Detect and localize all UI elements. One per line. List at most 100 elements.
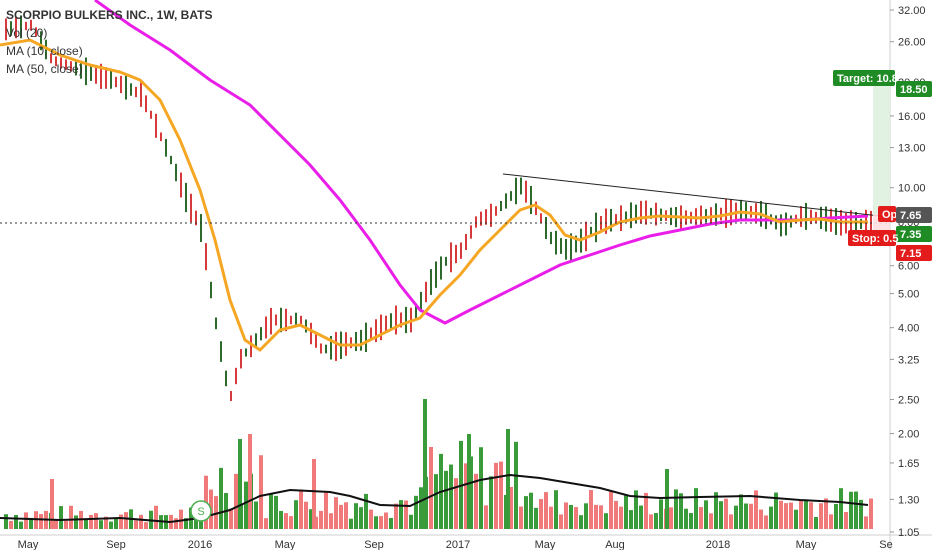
volume-bar-up: [839, 488, 843, 529]
volume-bar-down: [544, 492, 548, 529]
volume-bar-down: [474, 473, 478, 529]
volume-bar-up: [554, 490, 558, 529]
volume-bar-up: [349, 518, 353, 529]
volume-bar-down: [819, 503, 823, 529]
volume-bar-down: [779, 500, 783, 529]
volume-bar-down: [154, 505, 158, 529]
price-tick-label: 2.00: [898, 429, 919, 441]
current-price-tag-bg: [896, 226, 932, 242]
volume-bar-up: [849, 491, 853, 529]
current-price-tag: 7.35: [896, 226, 932, 242]
stop-price-tag-text: 7.15: [900, 248, 921, 260]
volume-bar-down: [559, 514, 563, 529]
time-tick-label: May: [18, 539, 39, 550]
stop-label-bg: [848, 230, 896, 246]
open-label-text: Op: [882, 209, 898, 221]
volume-bar-down: [9, 520, 13, 529]
volume-bar-down: [709, 513, 713, 529]
time-tick-label: Sep: [364, 539, 384, 550]
volume-bar-down: [124, 512, 128, 529]
ma50-line: [94, 0, 869, 325]
volume-bar-down: [589, 489, 593, 529]
volume-bar-down: [384, 512, 388, 529]
volume-bar-up: [744, 503, 748, 529]
volume-bar-down: [789, 502, 793, 529]
time-tick-label: Aug: [605, 539, 625, 550]
price-tick-label: 3.25: [898, 354, 919, 366]
volume-bar-up: [99, 520, 103, 529]
ma10-line: [0, 38, 868, 352]
volume-bar-down: [344, 502, 348, 529]
volume-bar-down: [284, 513, 288, 529]
volume-bar-up: [579, 515, 583, 529]
time-tick-label: May: [796, 539, 817, 550]
volume-bar-up: [489, 476, 493, 529]
open-label-bg: [878, 206, 896, 222]
volume-bar-up: [654, 512, 658, 529]
volume-bar-up: [434, 474, 438, 529]
volume-bar-down: [829, 514, 833, 529]
volume-bar-up: [29, 517, 33, 529]
volume-bar-down: [139, 514, 143, 529]
volume-bar-up: [244, 481, 248, 529]
target-price-tag: 18.50: [896, 81, 932, 97]
volume-bar-up: [629, 510, 633, 529]
volume-bar-up: [854, 491, 858, 529]
open-price-tag-bg: [896, 207, 932, 223]
volume-bar-up: [734, 505, 738, 529]
time-tick-label: May: [535, 539, 556, 550]
volume-bar-up: [584, 503, 588, 529]
volume-bar-down: [619, 506, 623, 529]
volume-bar-down: [234, 473, 238, 529]
volume-bar-up: [444, 470, 448, 529]
volume-bar-down: [324, 491, 328, 529]
time-tick-label: Sep: [106, 539, 126, 550]
target-label-text: Target: 10.8: [837, 73, 898, 85]
volume-bar-down: [304, 501, 308, 529]
volume-bar-up: [794, 509, 798, 529]
volume-bar-down: [248, 434, 252, 529]
volume-bar-down: [724, 498, 728, 529]
volume-bar-up: [624, 495, 628, 529]
volume-bar-up: [114, 518, 118, 529]
volume-bar-up: [109, 521, 113, 529]
volume-bar-up: [309, 509, 313, 529]
volume-bar-down: [754, 490, 758, 529]
split-marker[interactable]: S: [190, 500, 212, 522]
volume-bar-down: [454, 478, 458, 529]
target-price-tag-text: 18.50: [900, 84, 928, 96]
volume-bar-up: [279, 510, 283, 529]
volume-bar-down: [329, 513, 333, 529]
stop-price-tag-bg: [896, 245, 932, 261]
volume-bar-up: [59, 506, 63, 529]
volume-bar-up: [774, 492, 778, 529]
volume-bar-down: [299, 489, 303, 529]
stop-label: Stop: 0.5: [848, 230, 898, 246]
volume-bar-up: [14, 515, 18, 529]
volume-bar-down: [614, 500, 618, 529]
time-tick-label: May: [275, 539, 296, 550]
volume-bar-down: [39, 514, 43, 529]
resistance-trendline: [502, 173, 881, 217]
volume-bar-up: [679, 493, 683, 529]
volume-bar-down: [574, 507, 578, 529]
price-tick-label: 2.50: [898, 394, 919, 406]
volume-bar-down: [494, 462, 498, 529]
volume-bar-up: [467, 434, 471, 529]
volume-bar-up: [569, 504, 573, 529]
volume-bar-up: [804, 499, 808, 529]
price-tick-label: 1.05: [898, 527, 919, 539]
volume-bar-down: [214, 496, 218, 529]
volume-bar-up: [814, 516, 818, 529]
volume-bar-down: [50, 479, 54, 529]
volume-bar-down: [649, 514, 653, 529]
volume-bar-up: [719, 501, 723, 529]
target-zone: [873, 82, 890, 214]
target-price-tag-bg: [896, 81, 932, 97]
volume-bar-down: [749, 503, 753, 529]
price-tick-label: 10.00: [898, 183, 926, 195]
target-label: Target: 10.8: [833, 70, 898, 86]
volume-bar-up: [514, 441, 518, 529]
